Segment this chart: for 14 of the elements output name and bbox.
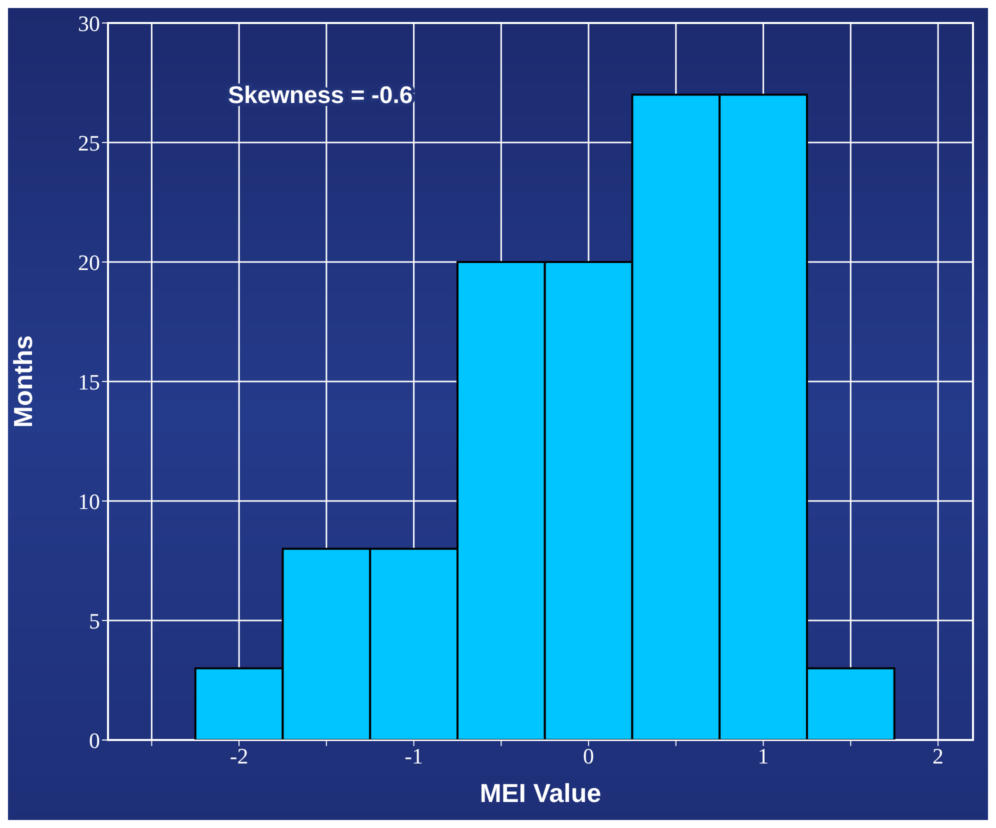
- x-axis-title: MEI Value: [480, 778, 602, 808]
- x-tick-label: 1: [758, 744, 769, 769]
- y-axis-title: Months: [8, 335, 38, 428]
- x-tick-label: 2: [932, 744, 944, 769]
- y-tick-label: 20: [78, 250, 100, 275]
- x-tick-label: -1: [404, 744, 423, 769]
- y-tick-label: 30: [78, 10, 100, 36]
- x-tick-label: -2: [230, 744, 248, 769]
- y-tick-label: 15: [78, 369, 100, 394]
- y-tick-label: 5: [89, 608, 100, 634]
- y-tick-label: 10: [78, 488, 100, 514]
- y-tick-label: 25: [78, 130, 100, 156]
- y-tick-label: 0: [89, 728, 100, 753]
- x-tick-label: 0: [583, 744, 594, 769]
